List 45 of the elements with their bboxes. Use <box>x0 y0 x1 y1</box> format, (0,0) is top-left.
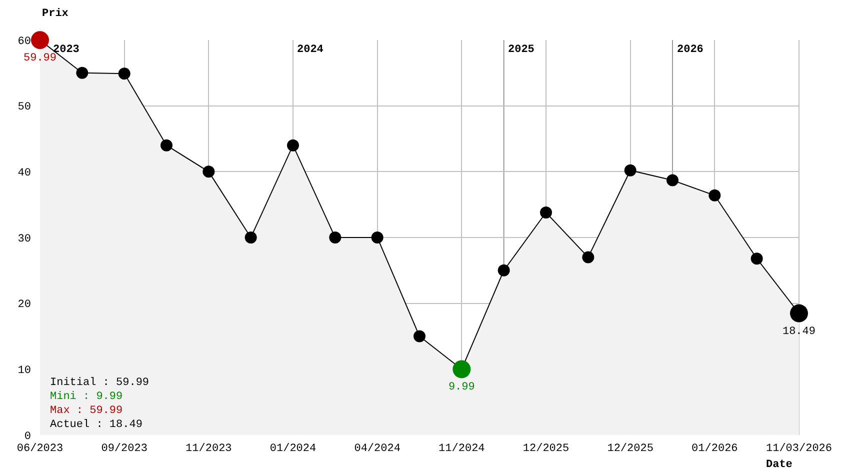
point <box>582 251 594 264</box>
point <box>202 166 215 178</box>
annotation: Initial : 59.99 <box>50 377 150 389</box>
point <box>371 232 384 244</box>
x-tick-label: 01/2024 <box>270 443 316 455</box>
x-tick-label: 12/2025 <box>607 443 654 455</box>
y-tick-label: 60 <box>18 36 31 48</box>
point <box>160 139 172 152</box>
y-axis-title: Prix <box>42 8 69 20</box>
x-tick-label: 11/03/2026 <box>766 443 832 455</box>
data-label: 59.99 <box>23 52 57 65</box>
point <box>666 174 678 186</box>
y-tick-label: 30 <box>18 233 31 246</box>
y-tick-label: 20 <box>18 299 31 312</box>
point <box>118 68 130 80</box>
x-axis-title: Date <box>766 459 793 471</box>
point <box>498 264 510 276</box>
point <box>540 206 552 218</box>
point <box>329 232 342 244</box>
point <box>76 66 88 79</box>
y-tick-label: 40 <box>18 168 31 180</box>
x-tick-label: 04/2024 <box>354 443 401 455</box>
annotation: 2024 <box>297 44 324 56</box>
annotation: 2026 <box>677 44 704 56</box>
annotation: Actuel : 18.49 <box>50 419 142 431</box>
x-tick-label: 09/2023 <box>101 443 148 455</box>
x-tick-label: 06/2023 <box>16 443 64 455</box>
point <box>750 252 763 265</box>
point <box>624 164 636 176</box>
data-label: 9.99 <box>448 382 475 394</box>
point <box>244 232 257 244</box>
point <box>414 330 426 342</box>
y-tick-label: 50 <box>18 102 31 114</box>
annotation: 2025 <box>508 44 535 56</box>
y-tick-label: 0 <box>24 430 31 443</box>
y-tick-label: 10 <box>18 365 31 378</box>
annotation: Max : 59.99 <box>50 405 123 417</box>
data-label: 18.49 <box>782 326 816 338</box>
point <box>287 139 299 152</box>
x-tick-label: 01/2026 <box>692 443 738 455</box>
x-tick-label: 11/2024 <box>438 443 486 455</box>
x-tick-label: 12/2025 <box>522 443 570 455</box>
point <box>708 189 721 202</box>
x-tick-label: 11/2023 <box>186 443 232 455</box>
annotation: Mini : 9.99 <box>50 391 123 403</box>
